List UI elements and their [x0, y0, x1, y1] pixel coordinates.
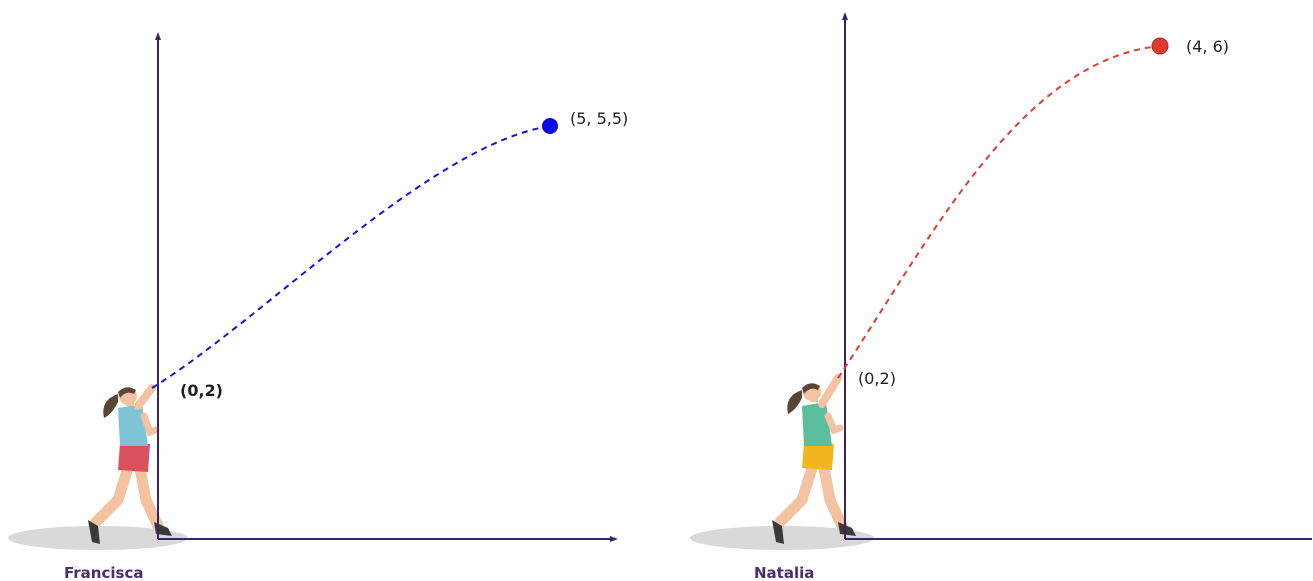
- ball: [1151, 37, 1169, 55]
- thrower-natalia: [772, 374, 856, 544]
- shirt: [802, 402, 832, 446]
- start-point-label: (0,2): [180, 381, 223, 400]
- shirt: [118, 404, 148, 446]
- end-point-label: (4, 6): [1186, 37, 1229, 56]
- start-point-label: (0,2): [858, 369, 896, 388]
- thrower-francisca: [88, 384, 172, 544]
- trajectory-path: [837, 45, 1161, 379]
- ball: [542, 118, 558, 134]
- thrower-name: Francisca: [64, 564, 143, 581]
- thrower-name: Natalia: [754, 564, 814, 581]
- shorts: [802, 444, 834, 470]
- trajectory-path: [151, 125, 551, 389]
- shorts: [118, 444, 150, 472]
- francisca-panel: (0,2) (5, 5,5) Francisca: [8, 32, 628, 581]
- natalia-panel: (0,2) (4, 6) Natalia: [690, 12, 1312, 581]
- end-point-label: (5, 5,5): [570, 109, 628, 128]
